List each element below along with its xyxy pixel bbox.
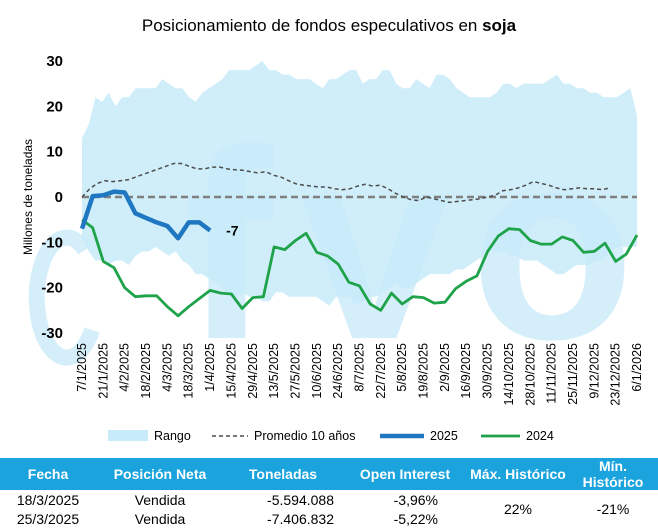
y-tick-label: 20 [46, 98, 63, 115]
x-tick-label: 24/6/2025 [331, 343, 345, 399]
x-tick-label: 2/9/2025 [438, 343, 452, 392]
x-tick-label: 1/4/2025 [203, 343, 217, 392]
y-tick-labels: 30 20 10 0 -10 -20 -30 [41, 53, 63, 342]
header-toneladas: Toneladas [224, 458, 342, 490]
cell-open-interest: -5,22% [393, 510, 438, 527]
chart-title-prefix: Posicionamiento de fondos especulativos … [142, 16, 482, 35]
x-tick-label: 27/5/2025 [289, 343, 303, 399]
series-2025-line [79, 189, 212, 241]
x-tick-label: 29/4/2025 [246, 343, 260, 399]
y-axis-title: Millones de toneladas [21, 139, 35, 255]
header-max-historico: Máx. Histórico [468, 458, 568, 490]
x-tick-label: 18/2/2025 [139, 343, 153, 399]
series-2024-line [81, 218, 639, 318]
x-tick-label: 11/11/2025 [545, 343, 559, 404]
x-tick-label: 15/4/2025 [224, 343, 238, 399]
x-tick-label: 30/9/2025 [481, 343, 495, 399]
legend: Rango Promedio 10 años 2025 2024 [108, 429, 554, 443]
x-tick-label: 4/2/2025 [118, 343, 132, 392]
x-tick-label: 28/10/2025 [523, 343, 537, 406]
cell-min-historico: -21% [596, 501, 630, 517]
table-row: 18/3/2025 Vendida -5.594.088 -3,96% 22% … [0, 490, 658, 518]
legend-label-promedio: Promedio 10 años [254, 429, 355, 443]
chart-title: Posicionamiento de fondos especulativos … [142, 16, 517, 35]
y-tick-label: -20 [41, 280, 63, 297]
header-posicion-neta: Posición Neta [96, 458, 224, 490]
series-2025-last-value-label: -7 [226, 223, 239, 239]
summary-header-row: Fecha Posición Neta Toneladas Open Inter… [0, 458, 658, 490]
x-tick-label: 22/7/2025 [374, 343, 388, 399]
x-tick-label: 25/11/2025 [566, 343, 580, 405]
cell-toneladas: -7.406.832 [267, 510, 334, 527]
x-tick-label: 5/8/2025 [395, 343, 409, 392]
cell-posicion: Vendida [134, 491, 186, 508]
x-tick-label: 10/6/2025 [310, 343, 324, 399]
header-fecha: Fecha [0, 458, 96, 490]
chart-title-emphasis: soja [482, 16, 517, 35]
cell-posicion: Vendida [134, 510, 186, 527]
plot-area: -7 [79, 61, 639, 318]
y-tick-label: -10 [41, 234, 63, 251]
x-tick-label: 4/3/2025 [160, 343, 174, 392]
cell-open-interest: -3,96% [393, 491, 438, 508]
y-tick-label: 30 [46, 53, 63, 70]
x-tick-label: 6/1/2026 [630, 343, 644, 392]
x-tick-label: 23/12/2025 [609, 343, 623, 406]
x-tick-label: 7/1/2025 [75, 343, 89, 392]
y-tick-label: 10 [46, 144, 63, 161]
x-tick-label: 19/8/2025 [417, 343, 431, 399]
x-tick-labels: 7/1/2025 21/1/2025 4/2/2025 18/2/2025 4/3/20… [75, 343, 644, 406]
chart: f v o Posicionamiento de fondos especula… [21, 16, 644, 443]
summary-table: Fecha Posición Neta Toneladas Open Inter… [0, 458, 658, 528]
series-rango-band [82, 61, 637, 306]
x-tick-label: 21/1/2025 [96, 343, 110, 399]
x-tick-label: 13/5/2025 [267, 343, 281, 399]
y-tick-label: 0 [55, 189, 63, 206]
x-tick-label: 16/9/2025 [459, 343, 473, 399]
cell-max-historico: 22% [503, 501, 533, 517]
legend-swatch-rango [108, 430, 148, 441]
cell-toneladas: -5.594.088 [267, 491, 334, 508]
y-tick-label: -30 [41, 325, 63, 342]
cell-fecha: 18/3/2025 [16, 491, 80, 508]
watermark-arc [28, 229, 100, 366]
x-tick-label: 9/12/2025 [587, 343, 601, 399]
x-tick-label: 18/3/2025 [182, 343, 196, 399]
x-tick-label: 14/10/2025 [502, 343, 516, 406]
legend-label-2024: 2024 [526, 429, 554, 443]
header-min-historico: Mín. Histórico [568, 458, 658, 490]
header-open-interest: Open Interest [342, 458, 468, 490]
x-tick-label: 8/7/2025 [353, 343, 367, 392]
legend-label-rango: Rango [154, 429, 191, 443]
legend-label-2025: 2025 [430, 429, 458, 443]
cell-fecha: 25/3/2025 [16, 510, 80, 527]
